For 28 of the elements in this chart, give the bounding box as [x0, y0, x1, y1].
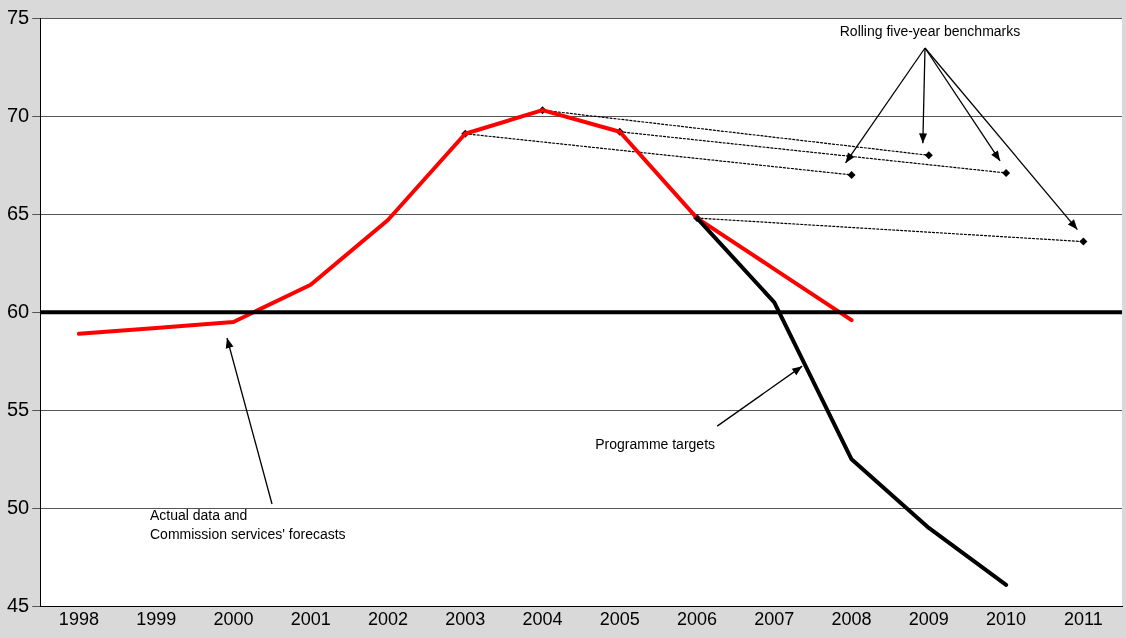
x-tick-label: 2008	[831, 609, 872, 630]
annotation: Rolling five-year benchmarks	[839, 23, 1021, 39]
x-tick-label: 2006	[677, 609, 718, 630]
y-tick-label: 55	[7, 397, 30, 420]
y-tick-label: 45	[7, 593, 30, 616]
x-tick-label: 1998	[58, 609, 99, 630]
point	[847, 170, 856, 179]
x-tick-label: 2009	[908, 609, 949, 630]
x-tick-label: 1999	[136, 609, 177, 630]
y-tick-label: 75	[7, 5, 30, 28]
x-tick-label: 2005	[599, 609, 640, 630]
x-tick-label: 2007	[754, 609, 795, 630]
point	[1002, 168, 1011, 177]
x-tick-label: 2004	[522, 609, 563, 630]
point	[924, 151, 933, 160]
x-tick-label: 2002	[367, 609, 408, 630]
y-tick-label: 70	[7, 103, 30, 126]
x-tick-label: 2000	[213, 609, 254, 630]
x-tick-label: 2010	[986, 609, 1027, 630]
annotation: Actual data and Commission services' forecasts	[150, 507, 346, 542]
y-tick-label: 60	[7, 299, 30, 322]
x-tick-label: 2001	[290, 609, 331, 630]
y-tick-label: 50	[7, 495, 30, 518]
x-tick-label: 2003	[445, 609, 486, 630]
point	[1079, 237, 1088, 246]
y-tick-label: 65	[7, 201, 30, 224]
x-tick-label: 2011	[1064, 609, 1103, 630]
annotation: Programme targets	[595, 436, 716, 453]
